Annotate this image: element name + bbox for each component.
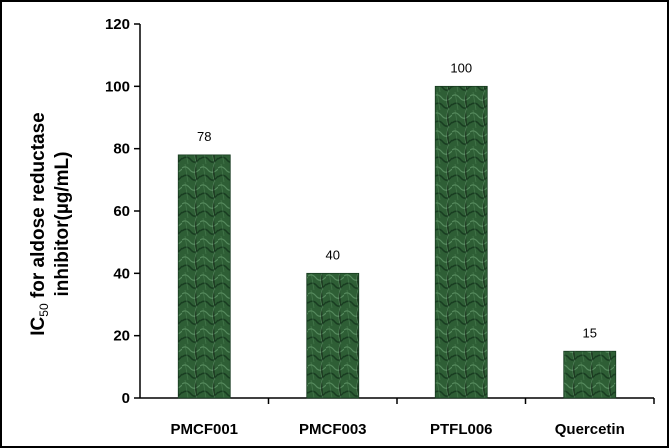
y-axis-title-subscript: 50	[37, 303, 51, 317]
y-tick-label: 80	[113, 141, 130, 158]
y-axis-title-line2: inhibitor(µg/mL)	[52, 152, 73, 297]
data-label: 100	[450, 60, 472, 75]
data-label: 78	[197, 129, 211, 144]
y-tick-label: 60	[113, 203, 130, 220]
x-category-label: Quercetin	[555, 421, 625, 438]
y-tick-label: 40	[113, 265, 130, 282]
y-tick-label: 120	[105, 16, 130, 33]
data-label: 15	[583, 325, 597, 340]
y-tick-label: 0	[122, 390, 130, 407]
x-category-label: PMCF001	[170, 421, 238, 438]
y-axis-title-suffix: for aldose reductase	[28, 112, 49, 303]
plot-area: 0 20 40 60 80 100 120 78 PMCF001 40 PMCF003 100 PTFL…	[105, 16, 655, 438]
y-axis-title: IC50 for aldose reductase	[28, 112, 51, 335]
bar-pmcf001	[177, 154, 231, 399]
y-tick-label: 20	[113, 328, 130, 345]
x-category-label: PMCF003	[299, 421, 367, 438]
bar-ptfl006	[434, 85, 488, 399]
bar-pmcf003	[306, 272, 360, 399]
y-axis-title-prefix: IC	[28, 316, 49, 335]
y-tick-label: 100	[105, 78, 130, 95]
x-category-label: PTFL006	[430, 421, 493, 438]
data-label: 40	[326, 247, 340, 262]
bar-quercetin	[563, 350, 617, 399]
